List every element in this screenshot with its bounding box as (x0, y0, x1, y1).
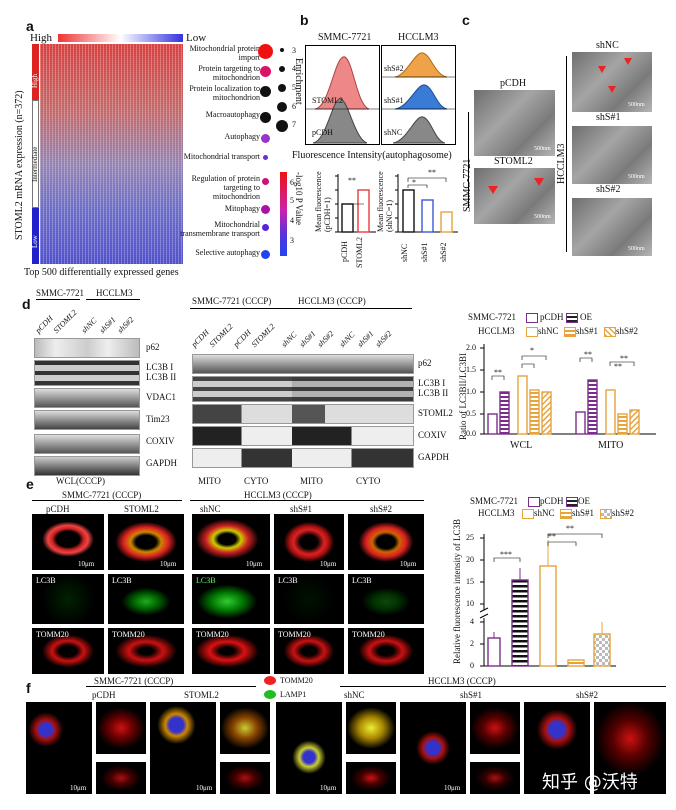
em-shnc (572, 52, 652, 112)
heatmap-color-scale (58, 34, 183, 42)
enrichment-title: Enrichment (293, 58, 304, 105)
panel-d-label: d (22, 296, 31, 312)
group-label-intermediate: Intermediate (31, 146, 39, 182)
if-f-shs2-zoom (594, 702, 666, 794)
go-term-list: Mitochondrial protein import Protein tar… (178, 42, 260, 272)
if-lc3b-shs1 (274, 574, 344, 624)
mito-arrow-icon (624, 58, 632, 65)
panel-e-label: e (26, 476, 34, 492)
go-term: Protein targeting to mitochondrion (198, 64, 260, 82)
if-f-shs1-zoom2 (470, 762, 520, 794)
em-pcdh (474, 90, 555, 156)
em-stoml2 (474, 168, 555, 224)
if-f-shnc (276, 702, 342, 794)
go-dot (263, 155, 268, 160)
enrichment-legend: 3 4 5 6 7 (276, 46, 308, 146)
if-tomm20-shs1 (274, 628, 344, 674)
western-blot-wcl (34, 338, 140, 490)
if-f-shnc-zoom2 (346, 762, 396, 794)
go-dot (261, 134, 270, 143)
if-tomm20-shs2 (348, 628, 424, 674)
histogram-smmc (305, 45, 380, 145)
scale-high-label: High (30, 32, 52, 44)
group-bar-intermediate (32, 100, 39, 208)
tomm20-legend-icon (264, 676, 276, 685)
if-tomm20-shnc (192, 628, 270, 674)
panel-b-label: b (300, 12, 309, 28)
go-term: Mitochondrial transmembrane transport (180, 220, 260, 238)
if-lc3b-shs2 (348, 574, 424, 624)
panel-f-label: f (26, 680, 31, 696)
if-f-shnc-zoom (346, 702, 396, 754)
go-dot (262, 224, 269, 231)
go-dot (260, 66, 271, 77)
go-dot-column (258, 42, 274, 272)
if-f-pcdh-zoom2 (96, 762, 146, 794)
if-merge-stoml2 (108, 514, 184, 570)
pvalue-color-bar (280, 172, 287, 256)
lamp1-legend-icon (264, 690, 276, 699)
mito-arrow-icon (534, 178, 544, 186)
if-lc3b-stoml2 (108, 574, 184, 624)
b-left-title: SMMC-7721 (318, 32, 372, 43)
mito-arrow-icon (488, 186, 498, 194)
go-dot (261, 250, 270, 259)
if-merge-shs1 (274, 514, 344, 570)
if-f-stoml2-zoom (220, 702, 270, 754)
if-f-pcdh-zoom (96, 702, 146, 754)
go-dot (262, 178, 269, 185)
go-term: Mitochondrial protein import (189, 44, 260, 62)
heatmap-xlabel: Top 500 differentially expressed genes (24, 267, 179, 278)
if-merge-shs2 (348, 514, 424, 570)
heatmap-ylabel: STOML2 mRNA expression (n=372) (14, 90, 25, 240)
group-label-high: High (31, 74, 39, 88)
group-bar-low (32, 208, 39, 264)
if-merge-shnc (192, 514, 270, 570)
mito-arrow-icon (598, 66, 606, 73)
if-f-stoml2 (150, 702, 216, 794)
if-f-stoml2-zoom2 (220, 762, 270, 794)
if-f-pcdh (26, 702, 92, 794)
panel-a-label: a (26, 18, 34, 34)
group-bar-high (32, 44, 39, 100)
group-label-low: Low (31, 235, 39, 248)
heatmap (40, 44, 183, 264)
go-term: Regulation of protein targeting to mitoc… (191, 174, 260, 201)
pvalue-title: -log10 P Value (294, 172, 304, 225)
go-term: Mitophagy (224, 204, 260, 213)
panel-c-label: c (462, 12, 470, 28)
if-lc3b-pcdh (32, 574, 104, 624)
go-dot (258, 44, 273, 59)
go-dot (261, 205, 270, 214)
lc3b-ratio-chart (480, 344, 656, 435)
histogram-xlabel: Fluorescence Intensity(autophagosome) (292, 150, 452, 161)
histogram-hcclm3 (381, 45, 456, 145)
if-tomm20-pcdh (32, 628, 104, 674)
western-blot-fraction (192, 354, 414, 474)
if-f-shs1-zoom (470, 702, 520, 754)
bar-chart-b1 (335, 174, 376, 233)
scale-low-label: Low (186, 32, 207, 44)
bar-chart-b2 (395, 174, 458, 233)
go-term: Autophagy (224, 132, 260, 141)
mito-arrow-icon (608, 86, 616, 93)
em-shs2 (572, 198, 652, 256)
if-f-shs1 (400, 702, 466, 794)
b-right-title: HCCLM3 (398, 32, 439, 43)
go-term: Selective autophagy (195, 248, 260, 257)
go-dot (260, 86, 271, 97)
if-merge-pcdh (32, 514, 104, 570)
em-shs1 (572, 126, 652, 184)
if-f-shs2 (524, 702, 590, 794)
go-term: Macroautophagy (205, 110, 260, 119)
go-dot (260, 112, 271, 123)
watermark: 知乎 @沃特 (542, 772, 638, 793)
if-tomm20-stoml2 (108, 628, 184, 674)
go-term: Mitochondrial transport (183, 152, 260, 161)
if-lc3b-shnc (192, 574, 270, 624)
lc3b-intensity-chart (479, 533, 616, 667)
go-term: Protein localization to mitochondrion (189, 84, 260, 102)
